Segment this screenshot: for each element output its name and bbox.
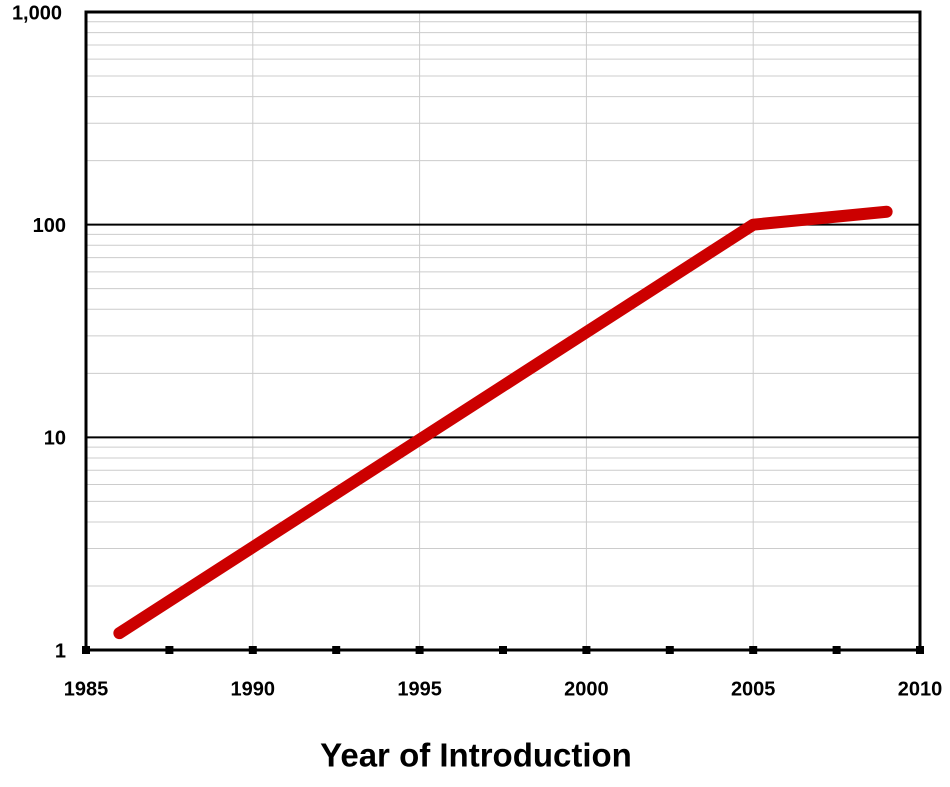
y-tick-label: 100 xyxy=(33,215,66,237)
y-tick-label: 1,000 xyxy=(12,2,62,24)
line-series xyxy=(113,205,893,640)
x-tick-label: 1990 xyxy=(231,678,276,700)
x-tick-label: 1985 xyxy=(64,678,109,700)
y-tick-label: 1 xyxy=(55,640,66,662)
marks xyxy=(113,205,893,640)
y-tick-label: 10 xyxy=(44,428,66,450)
grid xyxy=(86,12,920,650)
x-tick-label: 2000 xyxy=(564,678,609,700)
x-tick-label: 1995 xyxy=(397,678,442,700)
plot-frame xyxy=(84,10,922,652)
x-tick-label: 2005 xyxy=(731,678,776,700)
x-axis-label: Year of Introduction xyxy=(320,737,632,774)
x-tick-label: 2010 xyxy=(898,678,943,700)
